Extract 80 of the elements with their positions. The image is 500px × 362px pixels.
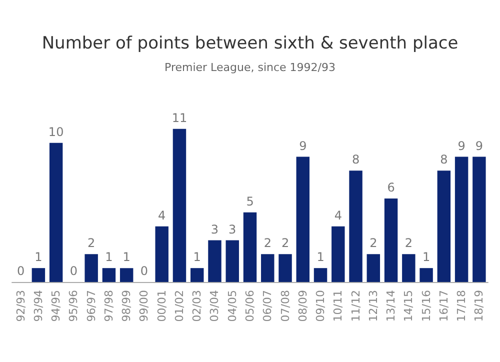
data-label: 2 bbox=[370, 236, 378, 250]
x-tick-label: 17/18 bbox=[455, 290, 468, 322]
x-tick-label: 16/17 bbox=[437, 290, 450, 322]
x-tick-label: 00/01 bbox=[155, 290, 168, 322]
data-label: 1 bbox=[34, 250, 42, 264]
bar bbox=[102, 268, 116, 282]
x-tick-label: 15/16 bbox=[420, 290, 433, 322]
bar bbox=[120, 268, 134, 282]
data-label: 2 bbox=[88, 236, 96, 250]
data-label: 0 bbox=[70, 264, 78, 278]
bar bbox=[243, 212, 257, 282]
x-tick-label: 11/12 bbox=[349, 290, 362, 322]
data-label: 11 bbox=[172, 110, 188, 125]
x-tick-label: 05/06 bbox=[244, 290, 256, 322]
x-tick-label: 95/96 bbox=[67, 290, 80, 322]
data-label: 2 bbox=[281, 236, 290, 250]
bar bbox=[278, 254, 292, 282]
x-tick-label: 97/98 bbox=[102, 290, 116, 322]
bar bbox=[472, 156, 486, 282]
data-label: 4 bbox=[158, 208, 166, 222]
x-tick-label: 92/93 bbox=[14, 290, 28, 322]
data-label: 1 bbox=[122, 250, 130, 264]
bar bbox=[226, 240, 239, 282]
chart-subtitle: Premier League, since 1992/93 bbox=[164, 61, 336, 74]
bar bbox=[349, 170, 362, 282]
bar bbox=[84, 254, 98, 282]
data-label: 5 bbox=[246, 194, 254, 208]
bar bbox=[332, 226, 345, 282]
bar bbox=[190, 268, 204, 282]
data-label: 9 bbox=[299, 138, 307, 153]
x-tick-label: 94/95 bbox=[50, 290, 63, 322]
bar bbox=[172, 128, 186, 282]
bar bbox=[454, 156, 468, 282]
data-label: 9 bbox=[475, 138, 484, 153]
data-label: 1 bbox=[193, 250, 201, 264]
bar bbox=[49, 142, 63, 282]
x-tick-label: 96/97 bbox=[84, 290, 98, 322]
data-label: 0 bbox=[140, 264, 148, 278]
x-tick-label: 93/94 bbox=[32, 290, 45, 322]
x-tick-label: 14/15 bbox=[402, 290, 416, 322]
data-label: 8 bbox=[352, 152, 360, 167]
data-label: 3 bbox=[228, 222, 236, 236]
bar bbox=[314, 268, 328, 282]
x-tick-label: 01/02 bbox=[172, 290, 186, 322]
data-label: 1 bbox=[422, 250, 430, 264]
bar bbox=[437, 170, 451, 282]
x-tick-label: 07/08 bbox=[278, 290, 292, 322]
bar bbox=[155, 226, 168, 282]
x-tick-label: 08/09 bbox=[296, 290, 310, 322]
bar bbox=[402, 254, 416, 282]
bar bbox=[261, 254, 274, 282]
data-label: 1 bbox=[316, 250, 324, 264]
x-tick-label: 99/00 bbox=[138, 290, 151, 322]
bar bbox=[366, 254, 380, 282]
bar bbox=[296, 156, 310, 282]
data-label: 6 bbox=[387, 180, 395, 194]
x-tick-label: 13/14 bbox=[384, 290, 398, 322]
bar bbox=[32, 268, 46, 282]
data-label: 8 bbox=[440, 152, 448, 167]
x-tick-label: 09/10 bbox=[314, 290, 328, 322]
x-tick-label: 12/13 bbox=[366, 290, 380, 322]
data-label: 1 bbox=[105, 250, 113, 264]
chart-title: Number of points between sixth & seventh place bbox=[42, 34, 458, 54]
x-tick-label: 03/04 bbox=[208, 290, 222, 322]
bar bbox=[384, 198, 398, 282]
data-label: 2 bbox=[404, 236, 412, 250]
data-label: 3 bbox=[210, 222, 219, 236]
x-tick-label: 04/05 bbox=[226, 290, 239, 322]
data-label: 9 bbox=[458, 138, 466, 153]
data-label: 4 bbox=[334, 208, 342, 222]
x-tick-label: 02/03 bbox=[190, 290, 204, 322]
bar bbox=[208, 240, 222, 282]
x-tick-label: 10/11 bbox=[332, 290, 345, 322]
data-label: 10 bbox=[48, 124, 64, 139]
x-tick-label: 18/19 bbox=[472, 290, 486, 322]
x-tick-label: 06/07 bbox=[261, 290, 274, 322]
bar bbox=[420, 268, 433, 282]
x-tick-label: 98/99 bbox=[120, 290, 134, 322]
data-label: 2 bbox=[264, 236, 272, 250]
data-label: 0 bbox=[16, 264, 25, 278]
